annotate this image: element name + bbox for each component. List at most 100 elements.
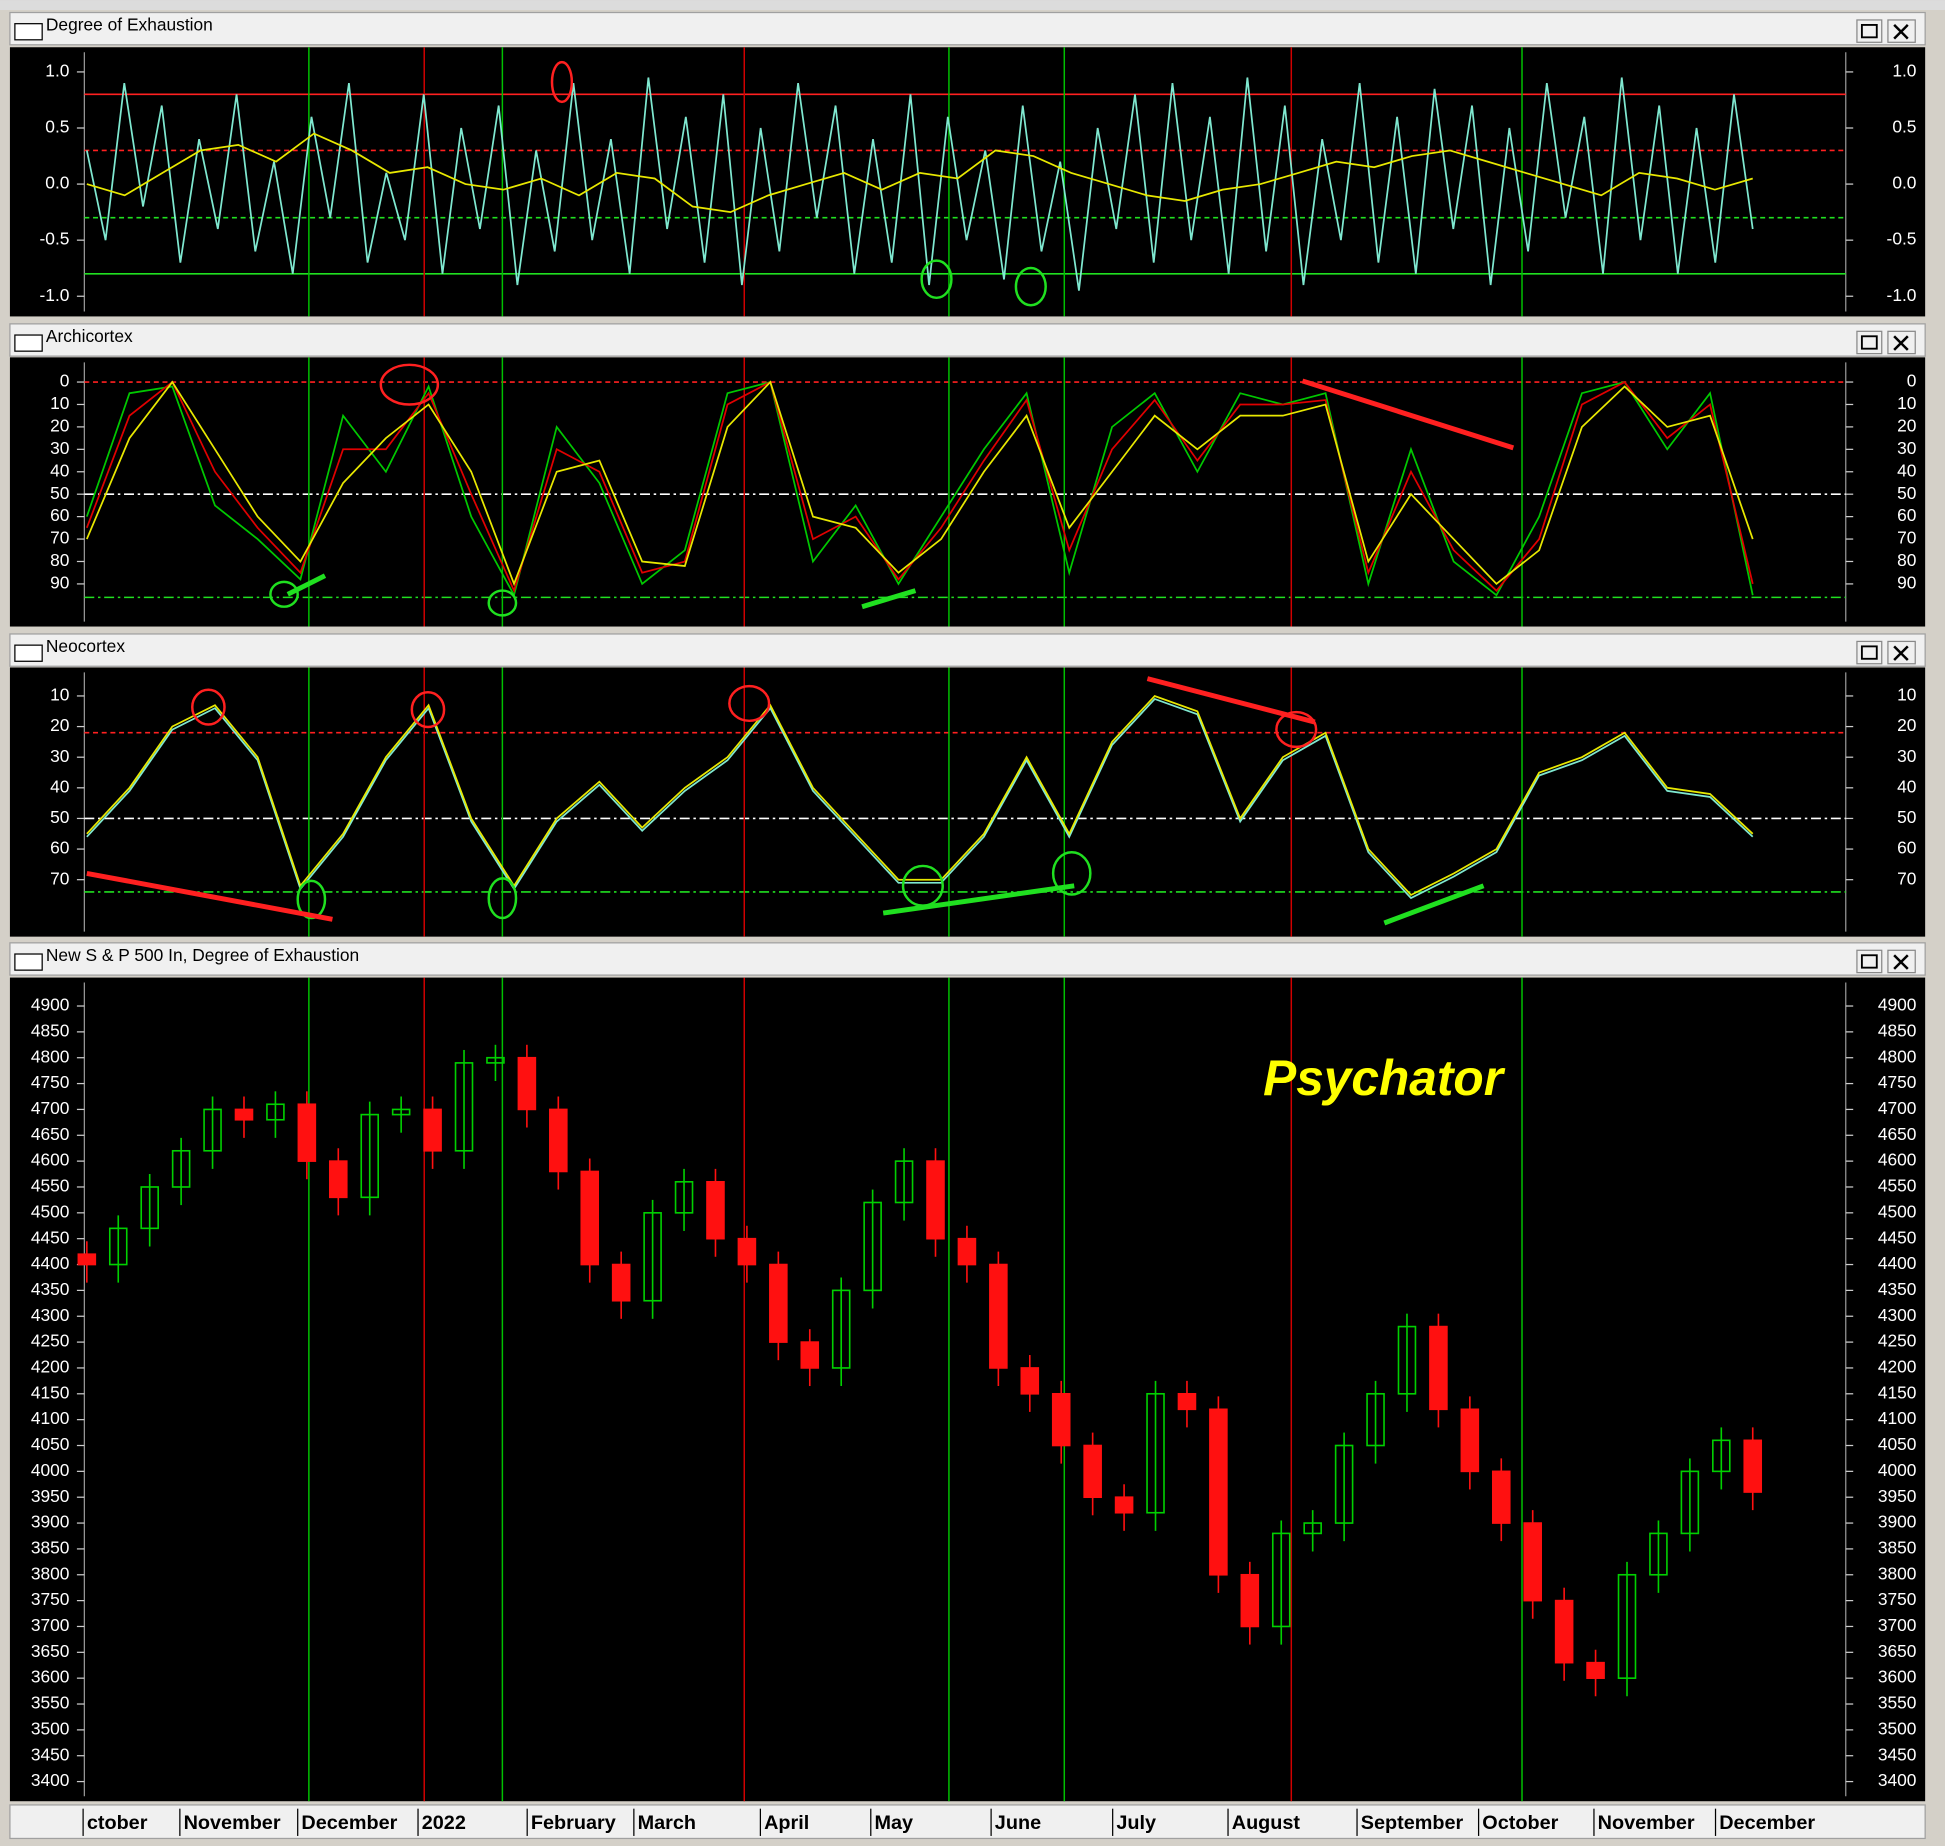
x-tick-label: March [638,1812,696,1834]
y-tick-label: 3750 [31,1589,70,1609]
panel-title-bar [9,11,1926,46]
candle-body [989,1263,1008,1369]
trend-line [861,588,917,610]
y-tick-label: 20 [50,415,69,435]
x-axis-bar [9,1804,1926,1840]
maximize-button[interactable] [1856,640,1883,665]
y-tick-label: 3450 [31,1744,70,1764]
y-tick-label-right: 4650 [1878,1124,1917,1144]
candle-body [894,1160,914,1204]
candle-body [1083,1444,1102,1499]
x-tick-label: November [184,1812,281,1834]
y-tick-label-right: 60 [1897,505,1916,525]
candle-body [1429,1325,1448,1411]
y-tick-label-right: 3400 [1878,1770,1917,1790]
series-line [86,380,1754,594]
x-tick-label: ctober [87,1812,148,1834]
y-tick-label-right: 3650 [1878,1641,1917,1661]
y-tick-label-right: 4100 [1878,1408,1917,1428]
candle-body [1303,1522,1322,1535]
y-tick-label: 4350 [31,1279,70,1299]
candle-body [517,1056,537,1111]
highlight-circle [487,877,518,920]
highlight-circle [296,879,327,920]
maximize-icon [1860,23,1878,39]
y-tick-label-right: 10 [1897,393,1916,413]
trend-line [86,870,333,922]
highlight-circle [379,363,440,406]
y-tick-label-right: 40 [1897,776,1916,796]
candle-body [549,1108,568,1173]
candle-body [203,1108,222,1152]
candle-body [1712,1439,1731,1473]
y-tick-label-right: 4200 [1878,1357,1917,1377]
y-tick-label: 3850 [31,1537,70,1557]
maximize-button[interactable] [1856,19,1883,43]
candle-body [611,1263,631,1302]
y-tick-label: 4100 [31,1408,70,1428]
y-tick-label-right: 3950 [1878,1486,1917,1506]
candle-body [234,1108,254,1121]
candle-body [863,1201,882,1292]
candle-body [1020,1367,1040,1395]
y-tick-label: 90 [50,572,69,592]
highlight-circle [487,589,518,617]
y-tick-label: 4600 [31,1150,70,1170]
y-tick-label: 4050 [31,1434,70,1454]
y-tick-label-right: 30 [1897,438,1916,458]
y-tick-label-right: 4350 [1878,1279,1917,1299]
y-tick-label: 3900 [31,1512,70,1532]
y-tick-label-right: 3750 [1878,1589,1917,1609]
maximize-button[interactable] [1856,330,1883,355]
y-tick-label: 50 [50,483,69,503]
maximize-button[interactable] [1856,949,1883,974]
panel-title-bar [9,323,1926,357]
close-icon [1893,954,1909,970]
y-tick-label: 4200 [31,1357,70,1377]
y-tick-label-right: 90 [1897,572,1916,592]
candle-body [1523,1522,1542,1602]
candle-body [108,1227,128,1266]
y-tick-label-right: 0.0 [1892,173,1916,193]
y-tick-label-right: 4050 [1878,1434,1917,1454]
y-tick-label-right: 4600 [1878,1150,1917,1170]
highlight-circle [1014,266,1047,307]
plot-area [9,977,1926,1802]
candle-body [957,1237,977,1266]
x-tick-label: December [301,1812,397,1834]
panel-icon [14,953,43,971]
candle-body [1051,1392,1071,1447]
y-tick-label: 50 [50,807,69,827]
y-tick-label: 4700 [31,1098,70,1118]
y-tick-label-right: 4150 [1878,1382,1917,1402]
y-tick-label: 3950 [31,1486,70,1506]
y-tick-label-right: 4300 [1878,1305,1917,1325]
close-icon [1893,24,1909,40]
trend-line [286,573,327,597]
candle-body [1240,1573,1260,1628]
y-tick-label: 4750 [31,1072,70,1092]
plot-area [9,357,1926,627]
panel-title-bar [9,942,1926,976]
y-tick-label-right: 4250 [1878,1331,1917,1351]
highlight-circle [920,259,953,300]
y-tick-label: 10 [50,685,69,705]
series-line [86,697,1754,900]
panel-icon [14,644,43,662]
highlight-circle [191,688,226,726]
highlight-circle [269,580,299,608]
candle-body [1397,1325,1417,1395]
y-tick-label: 80 [50,550,69,570]
series-line [86,132,1753,214]
candle-body [831,1289,851,1369]
candle-body [769,1263,788,1343]
y-tick-label-right: 3850 [1878,1537,1917,1557]
highlight-circle [410,691,446,729]
candle-body [1460,1408,1480,1473]
candle-body [1617,1573,1637,1679]
maximize-icon [1860,335,1878,350]
candle-body [328,1160,348,1199]
y-tick-label-right: 1.0 [1892,61,1916,81]
panel-icon [14,334,43,352]
candle-body [1366,1392,1385,1447]
